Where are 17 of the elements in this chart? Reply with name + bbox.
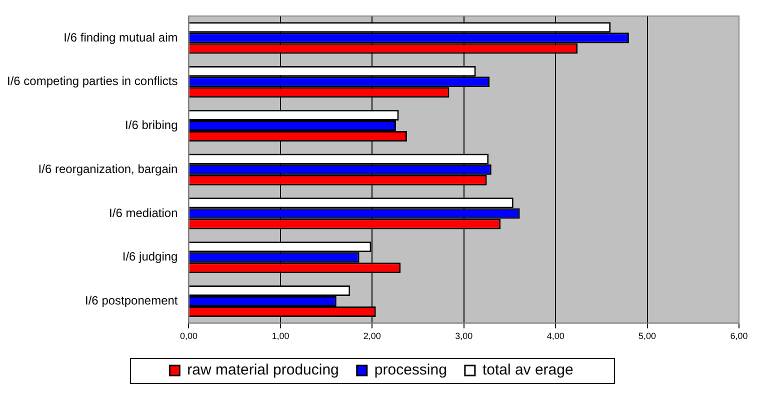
x-tick-label: 2,00 [363, 331, 381, 342]
y-tick-label: I/6 competing parties in conflicts [7, 74, 178, 88]
y-tick-label: I/6 finding mutual aim [64, 30, 178, 44]
legend-label: processing [374, 362, 447, 379]
y-tick-label: I/6 bribing [125, 118, 178, 132]
x-tick-label: 5,00 [638, 331, 656, 342]
legend-label: total av erage [482, 362, 574, 379]
x-tick-label: 0,00 [180, 331, 198, 342]
x-tick-label: 6,00 [730, 331, 748, 342]
y-tick-label: I/6 judging [122, 250, 178, 264]
x-tick-label: 1,00 [272, 331, 290, 342]
x-tick-label: 3,00 [455, 331, 473, 342]
y-tick-label: I/6 postponement [85, 294, 178, 308]
y-tick-label: I/6 reorganization, bargain [38, 162, 178, 176]
y-tick-label: I/6 mediation [109, 206, 178, 220]
legend-label: raw material producing [187, 362, 339, 379]
x-tick-label: 4,00 [546, 331, 564, 342]
